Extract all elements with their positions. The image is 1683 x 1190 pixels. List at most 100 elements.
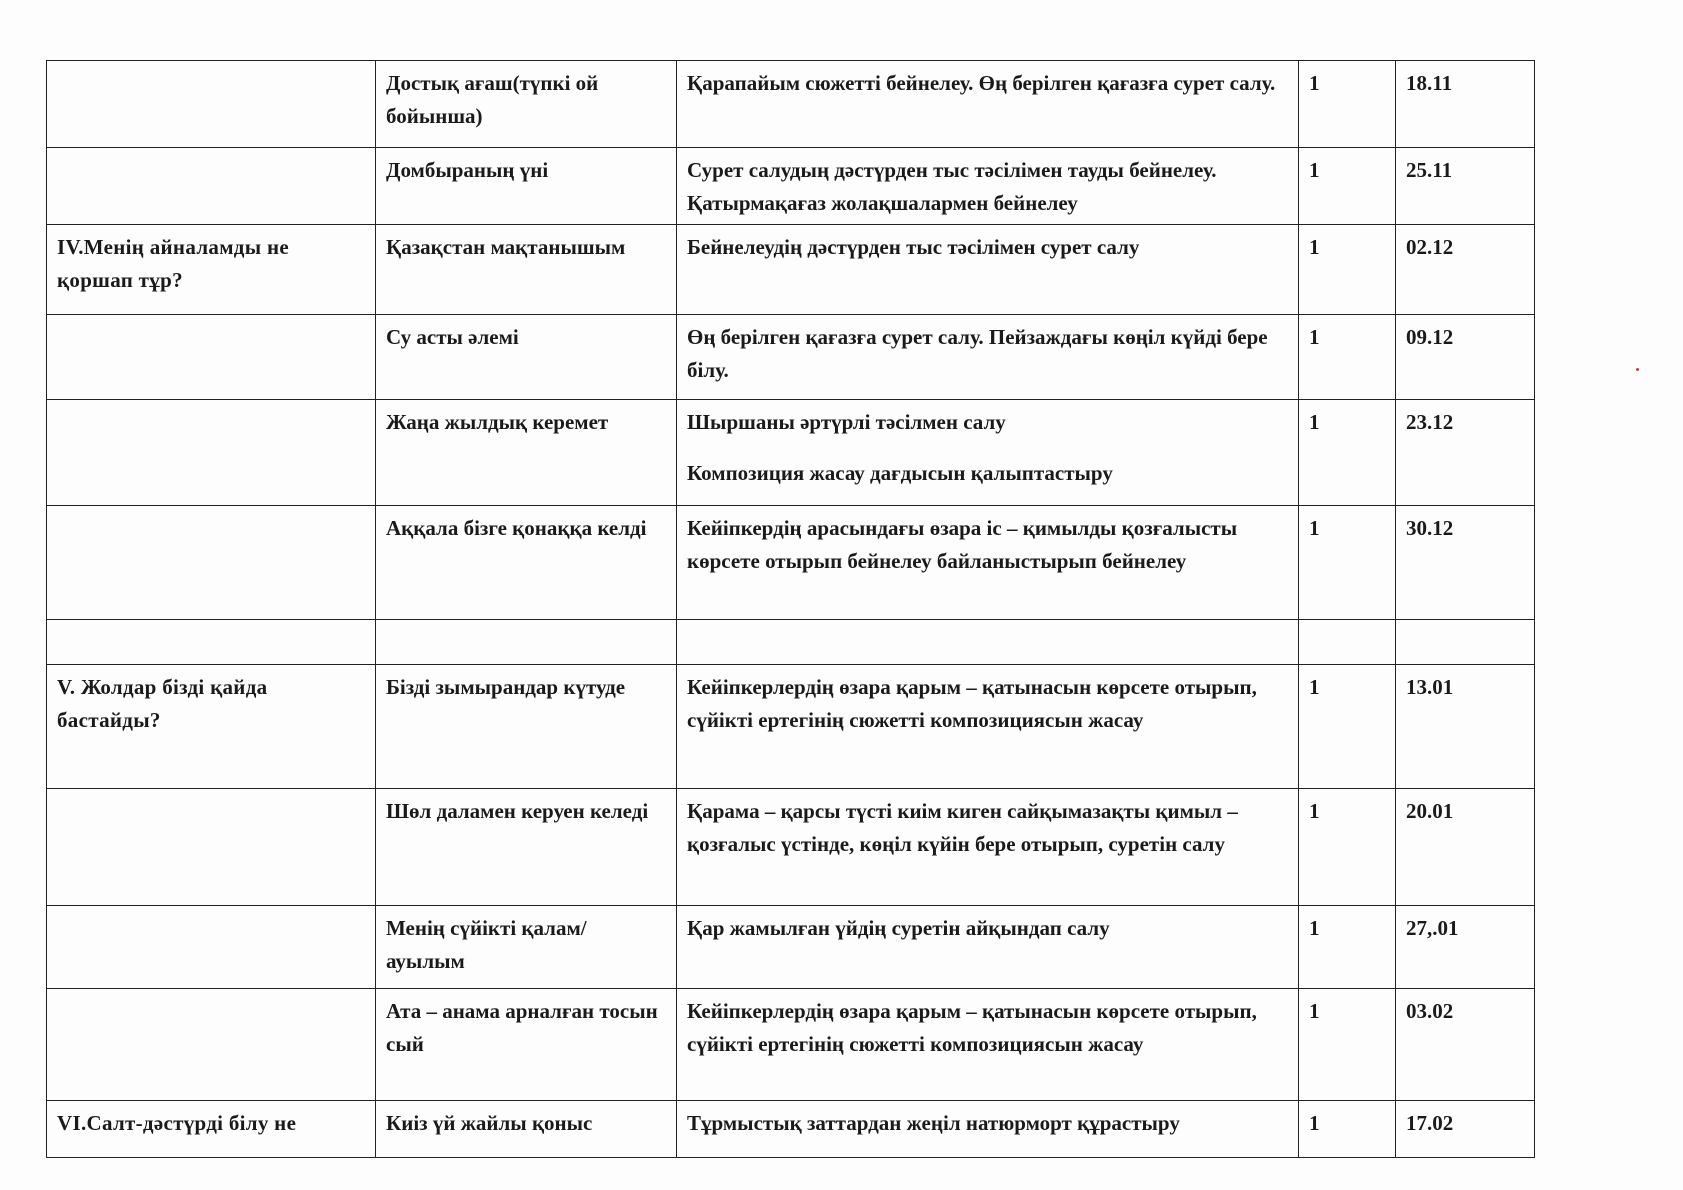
hours-cell: 1 [1298,224,1396,315]
date-cell: 09.12 [1395,314,1535,400]
hours-cell-text: 1 [1309,71,1320,95]
objective-cell-text: Сурет салудың дәстүрден тыс тәсілімен та… [687,158,1217,215]
topic-cell-text: Менің сүйікті қалам/ ауылым [386,916,587,973]
lesson-plan-table: Достық ағаш(түпкі ой бойынша) Қарапайым с… [46,60,1535,1158]
hours-cell: 1 [1298,988,1396,1101]
date-cell: 23.12 [1395,399,1535,506]
objective-cell: Өң берілген қағазға сурет салу. Пейзажда… [676,314,1299,400]
section-cell [46,60,376,148]
topic-cell-text: Ата – анама арналған тосын сый [386,999,658,1056]
date-cell: 03.02 [1395,988,1535,1101]
hours-cell-text: 1 [1309,158,1320,182]
objective-cell-text: Тұрмыстық заттардан жеңіл натюрморт құра… [687,1111,1180,1135]
date-cell-text: 13.01 [1406,675,1454,699]
hours-cell-text: 1 [1309,325,1320,349]
topic-cell: Менің сүйікті қалам/ ауылым [375,905,677,989]
table-row: Ата – анама арналған тосын сый Кейіпкерле… [46,988,1535,1101]
section-cell-text: IV.Менің айналамды не қоршап тұр? [57,235,289,292]
date-cell-text: 18.11 [1406,71,1453,95]
hours-cell: 1 [1298,314,1396,400]
scan-speck [1636,368,1639,371]
date-cell: 30.12 [1395,505,1535,620]
objective-cell [676,619,1299,665]
objective-cell: Кейіпкердің арасындағы өзара іс – қимылд… [676,505,1299,620]
topic-cell-text: Бізді зымырандар күтуде [386,675,626,699]
section-cell-text: V. Жолдар бізді қайда бастайды? [57,675,268,732]
topic-cell-text: Достық ағаш(түпкі ой бойынша) [386,71,599,128]
topic-cell: Достық ағаш(түпкі ой бойынша) [375,60,677,148]
hours-cell [1298,619,1396,665]
table-row: Менің сүйікті қалам/ ауылым Қар жамылған … [46,905,1535,989]
table-row: Су асты әлемі Өң берілген қағазға сурет с… [46,314,1535,400]
hours-cell: 1 [1298,399,1396,506]
hours-cell: 1 [1298,788,1396,906]
objective-cell: Сурет салудың дәстүрден тыс тәсілімен та… [676,147,1299,225]
topic-cell-text: Су асты әлемі [386,325,519,349]
spacer [687,439,1288,457]
topic-cell: Домбыраның үні [375,147,677,225]
objective-cell-text: Қарама – қарсы түсті киім киген сайқымаз… [687,799,1238,856]
date-cell-text: 03.02 [1406,999,1454,1023]
section-cell [46,147,376,225]
table-row: VI.Салт-дәстүрді білу не Киіз үй жайлы қо… [46,1100,1535,1158]
section-cell [46,788,376,906]
section-cell: VI.Салт-дәстүрді білу не [46,1100,376,1158]
section-cell [46,505,376,620]
topic-cell-text: Жаңа жылдық керемет [386,410,609,434]
objective-cell: Қарапайым сюжетті бейнелеу. Өң берілген … [676,60,1299,148]
hours-cell-text: 1 [1309,799,1320,823]
objective-cell-text: Кейіпкерлердің өзара қарым – қатынасын к… [687,675,1257,732]
topic-cell: Бізді зымырандар күтуде [375,664,677,789]
table-row: Аққала бізге қонаққа келді Кейіпкердің ар… [46,505,1535,620]
objective-cell: Кейіпкерлердің өзара қарым – қатынасын к… [676,988,1299,1101]
objective-cell: Бейнелеудің дәстүрден тыс тәсілімен суре… [676,224,1299,315]
date-cell-text: 17.02 [1406,1111,1454,1135]
section-cell-text: VI.Салт-дәстүрді білу не [57,1111,297,1135]
table-row [46,619,1535,665]
topic-cell: Ата – анама арналған тосын сый [375,988,677,1101]
date-cell-text: 20.01 [1406,799,1454,823]
objective-cell-text: Қар жамылған үйдің суретін айқындап салу [687,916,1110,940]
section-cell: IV.Менің айналамды не қоршап тұр? [46,224,376,315]
objective-cell: Шыршаны әртүрлі тәсілмен салу Композиция … [676,399,1299,506]
table-row: Жаңа жылдық керемет Шыршаны әртүрлі тәсіл… [46,399,1535,506]
date-cell-text: 09.12 [1406,325,1454,349]
date-cell-text: 02.12 [1406,235,1454,259]
objective-cell-text: Шыршаны әртүрлі тәсілмен салу [687,410,1006,434]
topic-cell-text: Киіз үй жайлы қоныс [386,1111,593,1135]
topic-cell [375,619,677,665]
date-cell: 13.01 [1395,664,1535,789]
section-cell: V. Жолдар бізді қайда бастайды? [46,664,376,789]
hours-cell-text: 1 [1309,516,1320,540]
date-cell: 25.11 [1395,147,1535,225]
hours-cell: 1 [1298,147,1396,225]
objective-cell-text-2: Композиция жасау дағдысын қалыптастыру [687,461,1113,485]
objective-cell-text: Кейіпкердің арасындағы өзара іс – қимылд… [687,516,1238,573]
date-cell: 17.02 [1395,1100,1535,1158]
hours-cell: 1 [1298,1100,1396,1158]
table-row: IV.Менің айналамды не қоршап тұр? Қазақст… [46,224,1535,315]
section-cell [46,399,376,506]
objective-cell-text: Өң берілген қағазға сурет салу. Пейзажда… [687,325,1268,382]
topic-cell: Су асты әлемі [375,314,677,400]
date-cell-text: 30.12 [1406,516,1454,540]
topic-cell: Аққала бізге қонаққа келді [375,505,677,620]
topic-cell: Жаңа жылдық керемет [375,399,677,506]
hours-cell-text: 1 [1309,675,1320,699]
section-cell [46,314,376,400]
objective-cell-text: Кейіпкерлердің өзара қарым – қатынасын к… [687,999,1257,1056]
date-cell [1395,619,1535,665]
topic-cell: Киіз үй жайлы қоныс [375,1100,677,1158]
date-cell-text: 27,.01 [1406,916,1459,940]
hours-cell-text: 1 [1309,235,1320,259]
date-cell: 20.01 [1395,788,1535,906]
table-row: V. Жолдар бізді қайда бастайды? Бізді зым… [46,664,1535,789]
objective-cell: Кейіпкерлердің өзара қарым – қатынасын к… [676,664,1299,789]
hours-cell: 1 [1298,505,1396,620]
section-cell [46,905,376,989]
hours-cell-text: 1 [1309,410,1320,434]
hours-cell-text: 1 [1309,1111,1320,1135]
hours-cell: 1 [1298,664,1396,789]
topic-cell: Шөл даламен керуен келеді [375,788,677,906]
hours-cell: 1 [1298,905,1396,989]
